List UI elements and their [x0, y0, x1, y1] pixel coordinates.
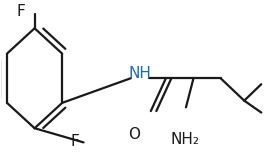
Text: O: O [128, 127, 140, 142]
Text: NH: NH [128, 66, 151, 81]
Text: NH₂: NH₂ [170, 132, 199, 147]
Text: F: F [16, 4, 25, 19]
Text: F: F [70, 134, 79, 149]
